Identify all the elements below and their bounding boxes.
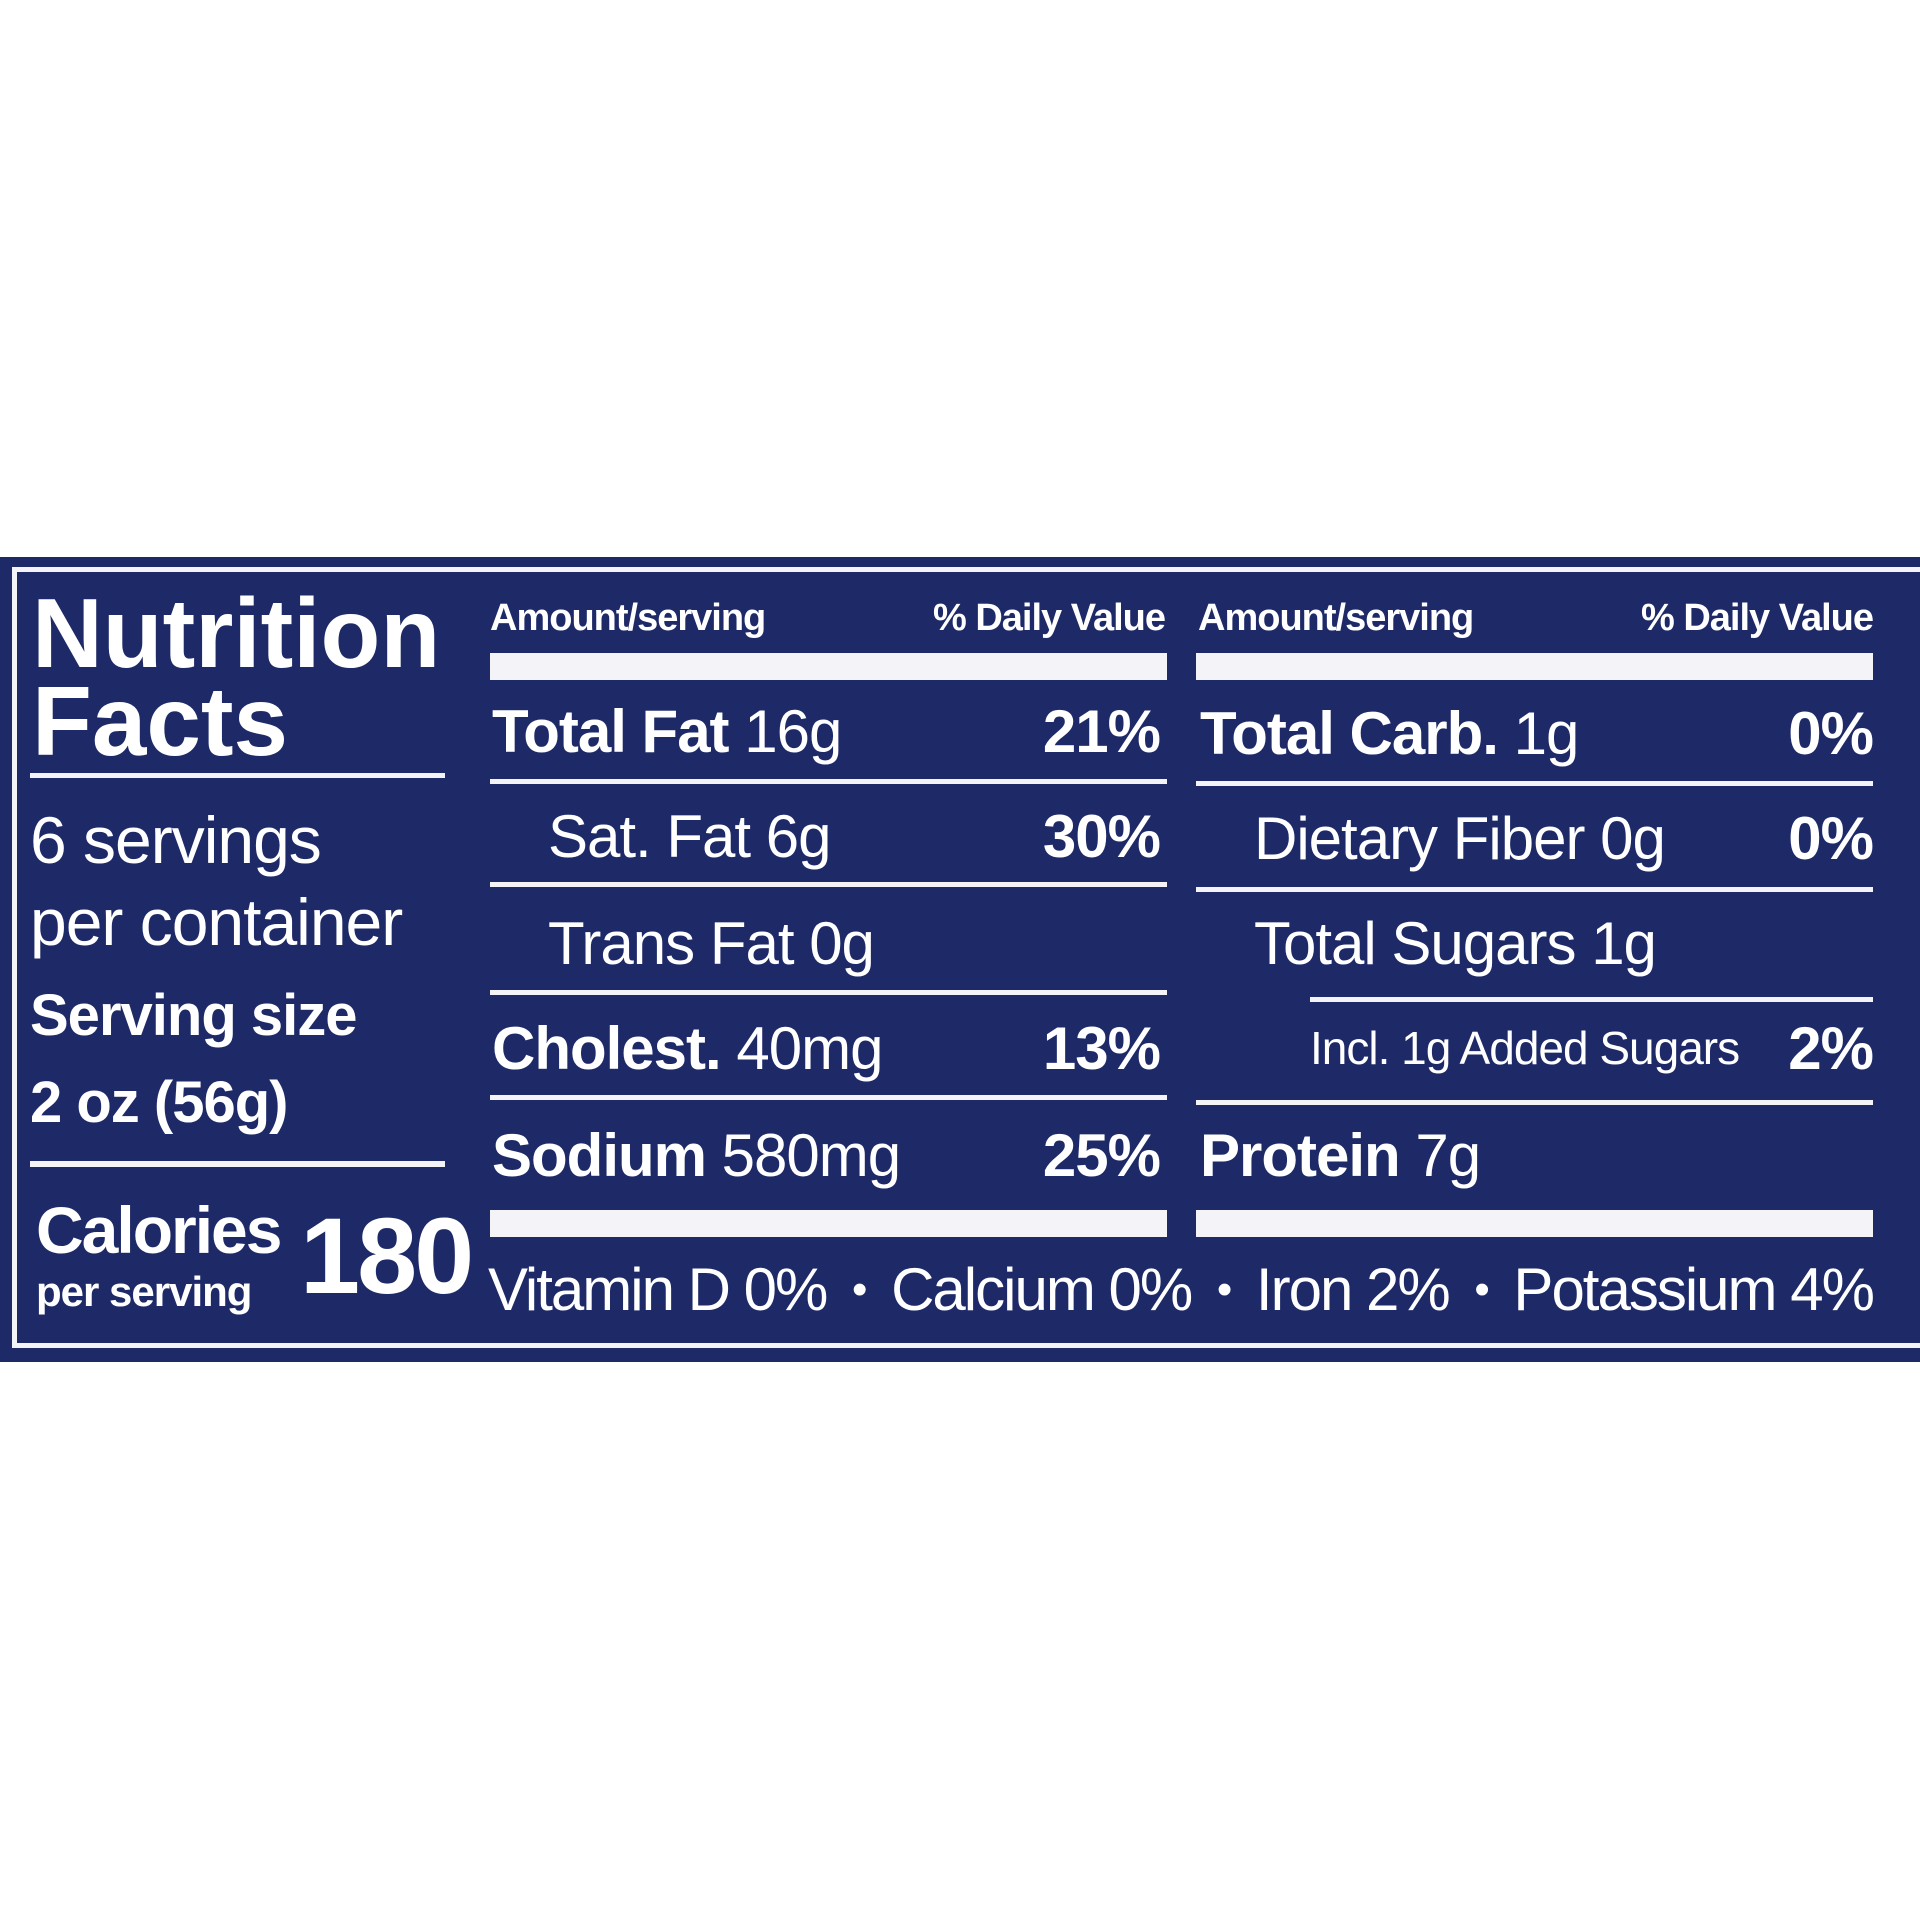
calories-label: Calories	[36, 1193, 282, 1267]
divider	[1196, 781, 1873, 786]
servings-line1: 6 servings	[30, 803, 322, 877]
servings-line2: per container	[30, 885, 403, 959]
nutrient-amount: 0g	[1600, 804, 1666, 872]
dv-header: % Daily Value	[932, 596, 1166, 639]
nutrient-amount: 16g	[744, 697, 842, 765]
nutrition-facts-panel: Nutrition Facts 6 servings per container…	[0, 557, 1920, 1362]
amount-header: Amount/serving	[1198, 596, 1474, 639]
nutrient-amount: 7g	[1415, 1121, 1481, 1189]
bullet-icon: •	[1216, 1264, 1232, 1314]
divider	[490, 779, 1167, 784]
nutrient-row-cholesterol: Cholest. 40mg 13%	[492, 1008, 1161, 1088]
divider	[30, 1161, 445, 1167]
nutrient-name: Sodium	[492, 1121, 707, 1189]
nutrient-dv: 0%	[1788, 804, 1874, 872]
bullet-icon: •	[852, 1264, 867, 1314]
nutrient-name: Total Fat	[492, 697, 730, 765]
nutrient-name: Incl. 1g Added Sugars	[1310, 1022, 1740, 1074]
divider	[1196, 1100, 1873, 1105]
thick-bar	[1196, 1210, 1873, 1237]
nutrient-row-total-fat: Total Fat 16g 21%	[492, 691, 1161, 771]
nutrient-name: Trans Fat	[548, 909, 795, 977]
nutrient-amount: 1g	[1591, 909, 1657, 977]
divider	[490, 990, 1167, 995]
dv-header: % Daily Value	[1640, 596, 1874, 639]
thick-bar	[1196, 653, 1873, 680]
calories-per-serving: per serving	[36, 1268, 252, 1315]
nutrient-row-protein: Protein 7g	[1200, 1115, 1873, 1195]
panel-border	[12, 567, 1920, 1348]
nutrient-row-total-carb: Total Carb. 1g 0%	[1200, 693, 1874, 773]
calcium: Calcium 0%	[891, 1256, 1193, 1323]
nutrient-name: Dietary Fiber	[1254, 804, 1585, 872]
amount-header: Amount/serving	[490, 596, 766, 639]
thick-bar	[490, 1210, 1167, 1237]
nutrient-dv: 30%	[1042, 802, 1161, 870]
nutrient-row-sodium: Sodium 580mg 25%	[492, 1115, 1161, 1195]
thick-bar	[490, 653, 1167, 680]
divider	[490, 882, 1167, 887]
nutrient-name: Sat. Fat	[548, 802, 751, 870]
nutrient-amount: 40mg	[736, 1014, 883, 1082]
column-header: Amount/serving % Daily Value	[490, 588, 1166, 648]
divider	[1310, 997, 1873, 1002]
iron: Iron 2%	[1255, 1256, 1451, 1323]
nutrient-row-total-sugars: Total Sugars 1g	[1254, 903, 1873, 983]
nutrient-row-trans-fat: Trans Fat 0g	[548, 903, 1160, 983]
nutrient-amount: 580mg	[721, 1121, 901, 1189]
vitamins-row: Vitamin D 0% • Calcium 0% • Iron 2% • Po…	[488, 1247, 1875, 1332]
nutrient-dv: 13%	[1042, 1014, 1161, 1082]
title-nutrition: Nutrition	[32, 578, 441, 688]
potassium: Potassium 4%	[1513, 1256, 1874, 1323]
nutrient-dv: 21%	[1042, 697, 1161, 765]
nutrient-row-dietary-fiber: Dietary Fiber 0g 0%	[1254, 798, 1874, 878]
title-facts: Facts	[32, 666, 289, 776]
bullet-icon: •	[1474, 1264, 1489, 1314]
nutrient-amount: 6g	[765, 802, 832, 870]
vitamin-d: Vitamin D 0%	[488, 1256, 828, 1323]
nutrient-name: Total Sugars	[1254, 909, 1577, 977]
nutrient-row-added-sugars: Incl. 1g Added Sugars 2%	[1310, 1008, 1874, 1088]
divider	[490, 1095, 1167, 1100]
divider	[30, 773, 445, 778]
serving-size-value: 2 oz (56g)	[30, 1070, 288, 1135]
nutrient-name: Protein	[1200, 1121, 1401, 1189]
nutrient-dv: 2%	[1788, 1014, 1874, 1082]
serving-size-label: Serving size	[30, 983, 357, 1048]
calories-value: 180	[300, 1195, 474, 1316]
nutrient-name: Cholest.	[492, 1014, 722, 1082]
nutrient-name: Total Carb.	[1200, 699, 1499, 767]
nutrient-amount: 0g	[809, 909, 875, 977]
nutrient-dv: 25%	[1042, 1121, 1161, 1189]
nutrient-row-sat-fat: Sat. Fat 6g 30%	[548, 796, 1161, 876]
divider	[1196, 887, 1873, 892]
nutrient-dv: 0%	[1788, 699, 1874, 767]
column-header: Amount/serving % Daily Value	[1198, 588, 1874, 648]
nutrient-amount: 1g	[1513, 699, 1580, 767]
